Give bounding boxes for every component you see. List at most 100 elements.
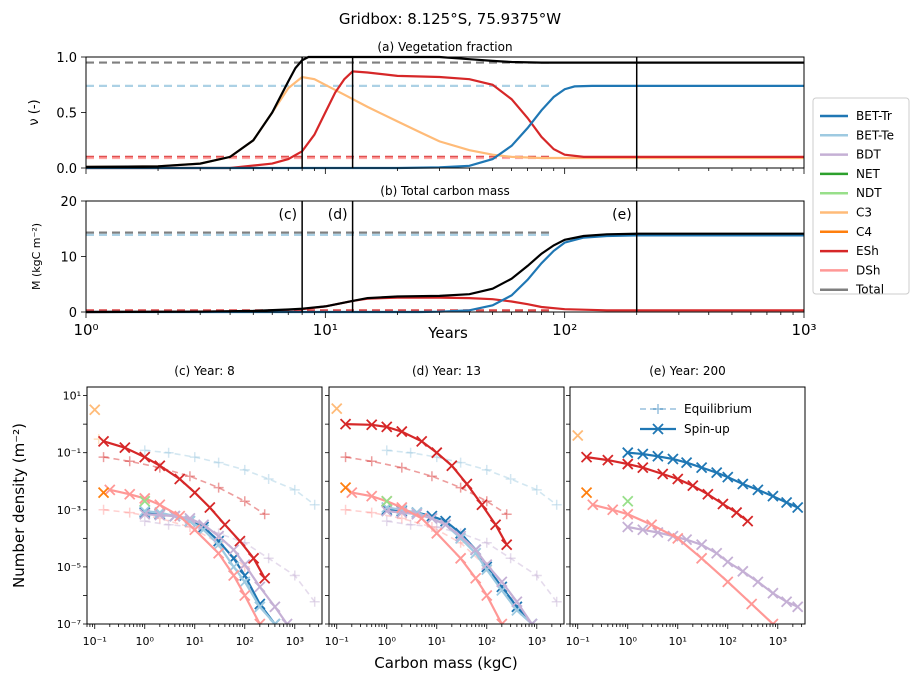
- plus-marker: [381, 445, 392, 456]
- dist-y-axis-label: Number density (m⁻²): [10, 423, 28, 588]
- cross-marker: [426, 512, 438, 525]
- dist-panel-frame: [328, 386, 565, 625]
- cross-marker: [722, 471, 734, 483]
- cross-marker: [702, 488, 714, 500]
- plus-marker: [505, 473, 516, 484]
- plus-marker: [139, 516, 150, 527]
- cross-marker: [269, 618, 281, 624]
- cross-marker: [602, 454, 614, 466]
- cross-marker: [154, 499, 166, 511]
- cross-marker: [687, 480, 699, 492]
- cross-marker: [792, 501, 804, 514]
- plus-marker: [124, 507, 135, 518]
- cross-marker: [119, 442, 131, 454]
- pft-legend: BET-Tr BET-Te BDT NET NDT C3 C4 ESh DSh Total: [812, 97, 910, 297]
- dist-plot-area: [331, 402, 562, 624]
- cross-marker: [204, 501, 216, 514]
- y-axis-label: M (kgC m⁻²): [30, 223, 43, 290]
- cross-marker: [481, 564, 493, 576]
- cross-marker: [396, 505, 408, 517]
- plus-marker: [340, 504, 351, 515]
- y-axis-label: ν (-): [27, 99, 42, 125]
- plus-marker: [124, 456, 135, 467]
- cross-marker: [622, 521, 634, 533]
- legend-equilibrium-label: Equilibrium: [684, 402, 752, 416]
- dist-panel-title: (d) Year: 13: [412, 364, 481, 378]
- cross-marker: [169, 510, 181, 522]
- cross-marker: [695, 552, 708, 564]
- legend-label-BET-Tr: BET-Tr: [856, 109, 892, 123]
- dist-panel-0: (c) Year: 8 10⁻¹ 10⁰ 10¹ 10² 10³ 10¹ 10⁻¹ 10⁻³ 10…: [57, 364, 323, 648]
- cross-marker: [722, 556, 734, 568]
- x-tick-label: 10¹: [669, 635, 687, 648]
- marker-label: (d): [328, 207, 348, 223]
- spinup-curve-BDT: [144, 513, 288, 624]
- plus-marker: [531, 570, 542, 581]
- series-line-BET-Tr: [86, 84, 804, 170]
- cross-marker: [680, 456, 693, 469]
- cross-marker: [97, 486, 110, 499]
- cross-marker: [645, 519, 658, 531]
- legend-label-Total: Total: [855, 283, 884, 297]
- spinup-curve-ESh: [345, 423, 508, 546]
- plus-marker: [653, 404, 663, 414]
- cross-marker: [481, 559, 493, 571]
- x-tick-label: 10²: [478, 635, 496, 648]
- cross-marker: [174, 510, 186, 522]
- series-line-Total: [85, 232, 804, 314]
- plus-marker: [426, 471, 437, 482]
- cross-marker: [212, 539, 225, 551]
- plus-marker: [163, 519, 174, 530]
- cross-marker: [652, 450, 664, 462]
- cross-marker: [212, 547, 225, 559]
- cross-marker: [742, 515, 754, 527]
- cross-marker: [366, 490, 378, 502]
- plus-marker: [98, 452, 109, 463]
- cross-marker: [197, 519, 210, 531]
- cross-marker: [711, 547, 723, 559]
- cross-marker: [637, 461, 649, 474]
- distribution-panels: (c) Year: 8 10⁻¹ 10⁰ 10¹ 10² 10³ 10¹ 10⁻¹ 10⁻³ 10…: [10, 364, 806, 672]
- cross-marker: [737, 478, 749, 490]
- dist-panel-1: (d) Year: 13 10⁻¹ 10⁰ 10¹ 10² 10³: [325, 364, 565, 648]
- cross-marker: [228, 544, 240, 556]
- equilibrium-curve-BET-Te: [386, 449, 558, 506]
- x-tick-label: 10⁻¹: [83, 635, 107, 648]
- plus-marker: [289, 484, 300, 495]
- legend-label-NET: NET: [856, 167, 881, 181]
- plus-marker: [259, 509, 270, 520]
- cross-marker: [381, 421, 393, 433]
- cross-marker: [476, 499, 488, 511]
- cross-marker: [711, 467, 723, 479]
- panel-a-frame: [85, 56, 805, 169]
- plus-marker: [551, 596, 562, 607]
- plus-marker: [213, 482, 224, 493]
- cross-marker: [104, 484, 116, 496]
- cross-marker: [607, 504, 619, 516]
- x-tick-label: 10⁰: [136, 635, 155, 648]
- x-tick-label: 10¹: [428, 635, 446, 648]
- plus-marker: [366, 507, 377, 518]
- spinup-curve-DSh: [109, 488, 261, 624]
- cross-marker: [239, 559, 251, 571]
- cross-marker: [780, 496, 793, 509]
- cross-marker: [622, 458, 634, 470]
- cross-marker: [470, 572, 482, 584]
- series-line-BET-Tr: [86, 234, 804, 314]
- cross-marker: [752, 484, 764, 496]
- plus-marker: [405, 519, 416, 530]
- cross-marker: [481, 589, 493, 602]
- cross-marker: [622, 447, 634, 459]
- cross-marker: [737, 565, 749, 577]
- y-tick-label: 0.5: [56, 107, 77, 122]
- cross-marker: [580, 486, 593, 499]
- time-series-panels: (a) Vegetation fraction 0.0 0.5 1.0 ν (-) (b)…: [27, 40, 817, 342]
- plus-marker: [431, 521, 442, 532]
- x-tick-label: 10²: [552, 321, 577, 339]
- x-tick-label: 10⁰: [378, 635, 397, 648]
- x-tick-label: 10³: [286, 635, 304, 648]
- cross-marker: [381, 505, 393, 517]
- cross-marker: [254, 601, 266, 613]
- cross-marker: [269, 601, 281, 613]
- panel-b-title: (b) Total carbon mass: [380, 184, 509, 198]
